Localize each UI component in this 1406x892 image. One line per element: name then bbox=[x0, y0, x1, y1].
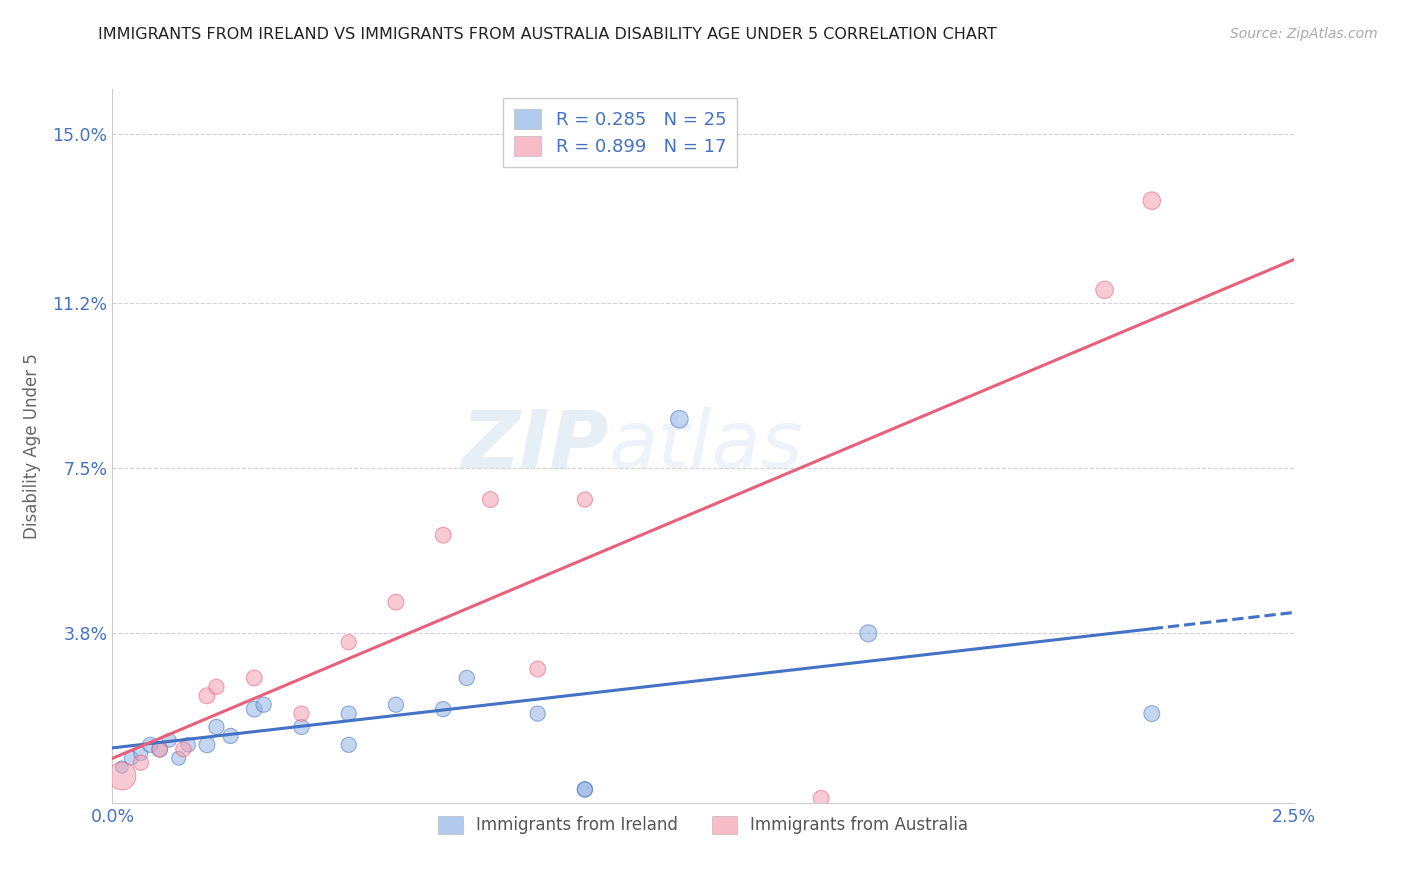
Point bbox=[526, 662, 548, 676]
Point bbox=[290, 720, 312, 734]
Point bbox=[456, 671, 478, 685]
Text: ZIP: ZIP bbox=[461, 407, 609, 485]
Point bbox=[253, 698, 276, 712]
Point bbox=[385, 595, 408, 609]
Point bbox=[1140, 194, 1163, 208]
Point bbox=[111, 769, 134, 783]
Point bbox=[195, 689, 218, 703]
Point bbox=[167, 751, 190, 765]
Point bbox=[432, 702, 454, 716]
Point bbox=[129, 747, 152, 761]
Point bbox=[337, 635, 360, 649]
Point bbox=[385, 698, 408, 712]
Point bbox=[574, 782, 596, 797]
Point bbox=[1140, 706, 1163, 721]
Y-axis label: Disability Age Under 5: Disability Age Under 5 bbox=[24, 353, 41, 539]
Point bbox=[157, 733, 180, 747]
Legend: Immigrants from Ireland, Immigrants from Australia: Immigrants from Ireland, Immigrants from… bbox=[427, 805, 979, 845]
Point bbox=[205, 720, 228, 734]
Point bbox=[129, 756, 152, 770]
Point bbox=[432, 528, 454, 542]
Point bbox=[574, 492, 596, 507]
Point bbox=[810, 791, 832, 805]
Text: IMMIGRANTS FROM IRELAND VS IMMIGRANTS FROM AUSTRALIA DISABILITY AGE UNDER 5 CORR: IMMIGRANTS FROM IRELAND VS IMMIGRANTS FR… bbox=[98, 27, 997, 42]
Point bbox=[149, 742, 172, 756]
Point bbox=[195, 738, 218, 752]
Point bbox=[526, 706, 548, 721]
Point bbox=[149, 742, 172, 756]
Point bbox=[219, 729, 242, 743]
Point bbox=[205, 680, 228, 694]
Point bbox=[290, 706, 312, 721]
Text: Source: ZipAtlas.com: Source: ZipAtlas.com bbox=[1230, 27, 1378, 41]
Point bbox=[120, 751, 142, 765]
Point bbox=[668, 412, 690, 426]
Point bbox=[337, 738, 360, 752]
Point bbox=[139, 738, 162, 752]
Point bbox=[479, 492, 502, 507]
Point bbox=[337, 706, 360, 721]
Point bbox=[243, 702, 266, 716]
Point bbox=[1094, 283, 1116, 297]
Point bbox=[574, 782, 596, 797]
Point bbox=[243, 671, 266, 685]
Point bbox=[172, 742, 194, 756]
Point bbox=[858, 626, 880, 640]
Text: atlas: atlas bbox=[609, 407, 803, 485]
Point bbox=[177, 738, 200, 752]
Point bbox=[111, 760, 134, 774]
